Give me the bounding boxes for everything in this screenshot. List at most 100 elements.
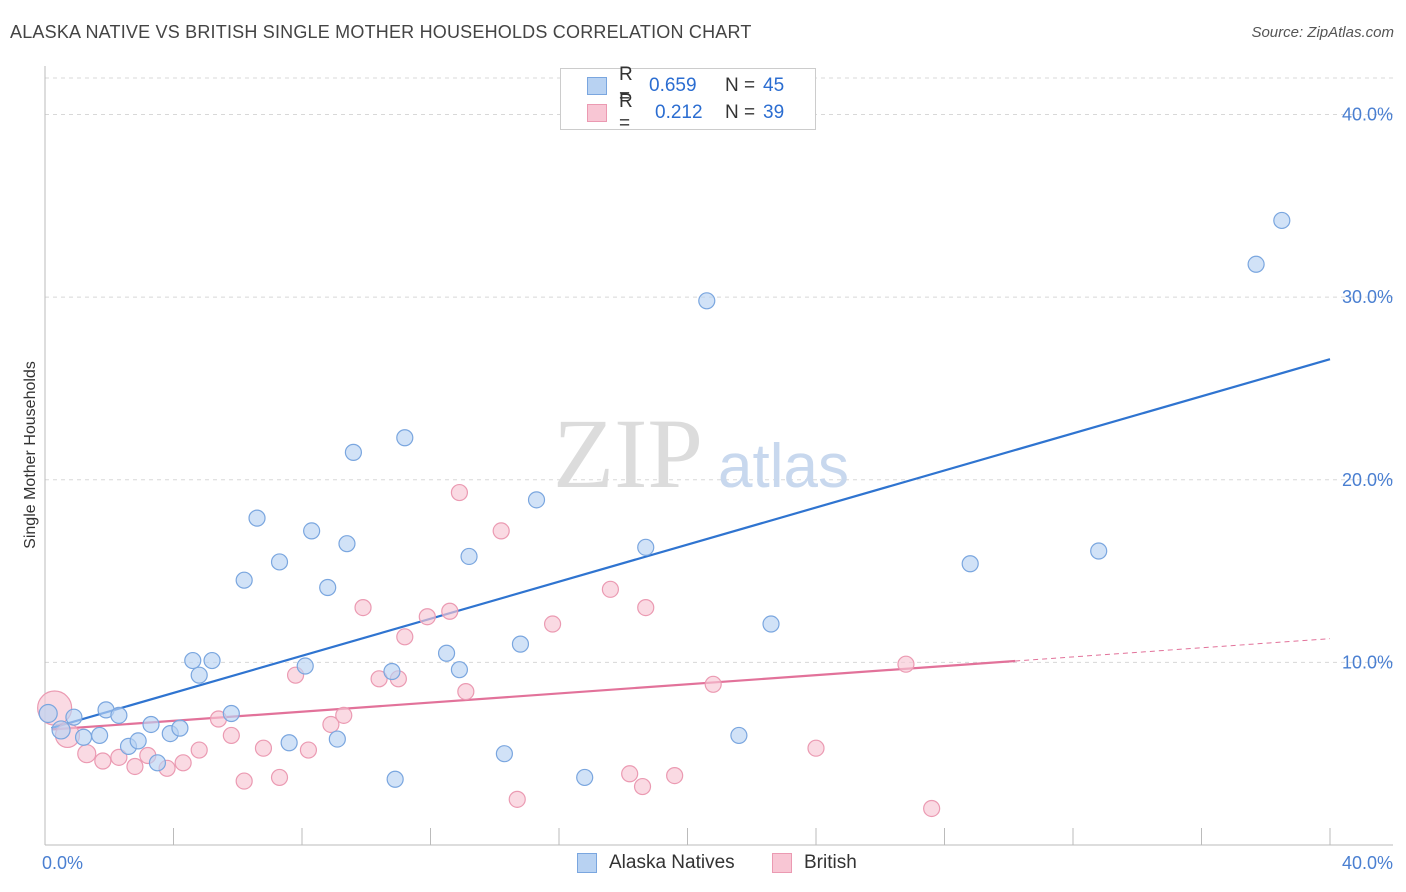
source-label: Source: ZipAtlas.com <box>1251 24 1394 41</box>
british-point <box>94 752 112 770</box>
british-point <box>704 675 722 693</box>
british-point <box>77 744 97 764</box>
alaska-natives-point <box>129 732 147 750</box>
alaska-natives-point <box>222 704 240 723</box>
x-tick-label: 0.0% <box>42 853 83 873</box>
alaska-natives-point <box>270 553 289 571</box>
correlation-legend: R = 0.659 N = 45 R = 0.212 N = 39 <box>560 64 816 134</box>
legend-n-label: N = <box>725 102 756 123</box>
british-point <box>637 598 655 617</box>
legend-n-label: N = <box>725 75 756 96</box>
labels-layer: 10.0% 20.0% 30.0% 40.0% 0.0% 40.0% Single Moth… <box>22 105 1393 873</box>
watermark: ZIP atlas <box>553 398 849 509</box>
british-point <box>633 777 652 796</box>
alaska-natives-point <box>148 754 167 772</box>
legend-swatch-british <box>772 853 792 873</box>
watermark-atlas: atlas <box>718 432 849 501</box>
alaska-natives-point <box>65 708 83 726</box>
legend-n-value: 45 <box>763 75 785 96</box>
alaska-natives-point <box>319 578 337 597</box>
alaska-natives-point <box>38 703 58 724</box>
alaska-natives-point <box>1247 255 1265 273</box>
alaska-natives-point <box>961 555 979 573</box>
british-point <box>235 772 253 790</box>
alaska-natives-point <box>495 745 513 763</box>
british-point <box>354 598 372 617</box>
alaska-natives-point <box>74 728 93 746</box>
british-point <box>396 628 414 646</box>
x-tick-label: 40.0% <box>1342 853 1393 873</box>
legend-swatch-alaska-natives <box>587 77 607 95</box>
legend-item-british[interactable]: British <box>772 852 857 874</box>
british-point <box>441 602 459 620</box>
alaska-natives-trend-line <box>51 358 1331 730</box>
alaska-natives-point <box>235 571 253 589</box>
alaska-natives-point <box>248 509 266 527</box>
y-tick-label: 10.0% <box>1342 652 1393 672</box>
alaska-natives-point <box>91 726 109 745</box>
alaska-natives-point <box>51 720 71 740</box>
british-point <box>897 655 915 673</box>
alaska-natives-point <box>450 661 469 679</box>
alaska-natives-point <box>1090 542 1108 560</box>
legend-item-alaska-natives[interactable]: Alaska Natives <box>577 852 735 874</box>
alaska-natives-point <box>142 715 160 734</box>
british-point <box>254 739 273 757</box>
alaska-natives-point <box>383 662 401 681</box>
legend-label-alaska-natives: Alaska Natives <box>609 852 735 873</box>
alaska-natives-point <box>576 768 594 787</box>
legend-row-british: R = 0.212 N = 39 <box>587 91 785 134</box>
british-point <box>457 682 475 701</box>
alaska-natives-point <box>338 535 356 553</box>
y-tick-label: 30.0% <box>1342 287 1393 307</box>
british-point <box>174 754 192 772</box>
alaska-natives-point <box>280 734 298 752</box>
y-tick-label: 40.0% <box>1342 105 1393 125</box>
british-point <box>322 715 340 734</box>
alaska-natives-point <box>171 719 189 737</box>
alaska-natives-point <box>437 644 456 662</box>
british-point <box>126 757 144 776</box>
british-point <box>492 522 510 540</box>
british-point <box>270 768 289 787</box>
y-axis-label: Single Mother Households <box>22 361 39 549</box>
alaska-natives-point <box>296 657 314 675</box>
legend-n-value: 39 <box>763 102 785 123</box>
alaska-natives-point <box>396 429 414 447</box>
legend-r-label: R = <box>619 91 633 134</box>
watermark-zip: ZIP <box>553 398 703 509</box>
alaska-natives-point <box>511 635 530 653</box>
british-point <box>222 726 240 745</box>
alaska-natives-point <box>344 443 362 461</box>
alaska-natives-point <box>328 730 346 748</box>
legend-r-value: 0.212 <box>655 102 703 123</box>
alaska-natives-point <box>527 491 546 509</box>
british-point <box>370 670 388 688</box>
alaska-natives-point <box>110 706 128 724</box>
series-legend: Alaska Natives British <box>0 852 1406 878</box>
british-point <box>923 799 941 818</box>
legend-swatch-alaska-natives <box>577 853 597 873</box>
legend-label-british: British <box>804 852 857 873</box>
british-point <box>508 790 526 808</box>
alaska-natives-point <box>730 726 748 745</box>
british-point <box>807 739 825 757</box>
alaska-natives-point <box>203 651 221 670</box>
legend-row-alaska-natives: R = 0.659 N = 45 <box>587 64 785 107</box>
y-tick-label: 20.0% <box>1342 470 1393 490</box>
british-point <box>418 608 436 626</box>
alaska-natives-point <box>460 547 478 566</box>
british-point <box>335 706 353 724</box>
alaska-natives-point <box>386 770 404 788</box>
alaska-natives-point <box>303 522 321 540</box>
british-point <box>601 580 620 598</box>
legend-r-label: R = <box>619 64 633 107</box>
alaska-natives-point <box>637 538 655 556</box>
british-point <box>299 741 318 759</box>
chart-title: ALASKA NATIVE VS BRITISH SINGLE MOTHER H… <box>10 22 752 42</box>
points-layer <box>37 211 1291 818</box>
alaska-natives-point <box>1273 211 1291 230</box>
british-point <box>666 767 684 785</box>
alaska-natives-point <box>762 615 780 633</box>
